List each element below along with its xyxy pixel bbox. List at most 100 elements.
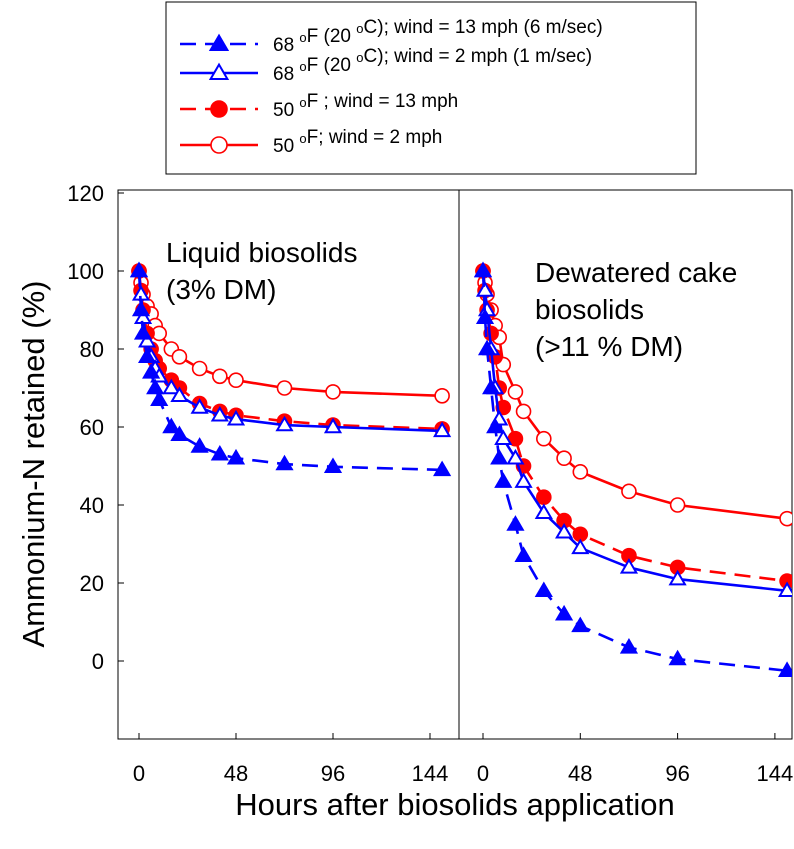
data-point: [506, 515, 525, 531]
legend-label: 68 oF (20 oC); wind = 2 mph (1 m/sec): [273, 46, 592, 85]
data-point: [228, 372, 244, 389]
legend: 68 oF (20 oC); wind = 13 mph (6 m/sec)68…: [165, 1, 697, 175]
data-point: [190, 398, 209, 414]
y-tick-label: 100: [67, 259, 104, 284]
data-point: [275, 454, 294, 471]
data-point: [137, 331, 157, 348]
data-point: [475, 281, 495, 297]
y-tick-label: 40: [80, 493, 104, 518]
panel-annotation-line: (>11 % DM): [535, 331, 683, 362]
legend-entry: 50 oF ; wind = 13 mph: [180, 91, 458, 121]
legend-label: 68 oF (20 oC); wind = 13 mph (6 m/sec): [273, 17, 603, 56]
data-point: [572, 464, 589, 480]
panel-annotation-line: Dewatered cake: [535, 257, 737, 288]
plot-area: [117, 189, 793, 740]
y-tick-label: 120: [67, 181, 104, 206]
data-point: [276, 380, 293, 396]
data-point: [162, 378, 181, 395]
legend-entry: 50 oF; wind = 2 mph: [180, 127, 442, 157]
y-axis: 120 100 80 60 40 20 0: [67, 181, 124, 674]
x-tick-label: 48: [568, 761, 592, 786]
data-point: [190, 437, 209, 453]
x-tick-label: 96: [665, 761, 689, 786]
data-point: [554, 604, 574, 621]
data-point: [133, 324, 153, 340]
data-point: [514, 472, 533, 488]
y-tick-label: 0: [92, 649, 104, 674]
data-point: [433, 421, 452, 438]
x-tick-label: 0: [477, 761, 489, 786]
data-point: [507, 384, 524, 400]
x-tick-label: 144: [757, 761, 794, 786]
data-point: [494, 429, 513, 445]
data-point: [171, 348, 188, 365]
x-tick-label: 96: [321, 761, 345, 786]
panel-annotation-line: Liquid biosolids: [166, 237, 357, 268]
data-point: [434, 387, 450, 404]
series: [473, 261, 792, 677]
data-point: [668, 649, 687, 666]
data-point: [486, 417, 505, 434]
x-tick-label: 0: [133, 761, 145, 786]
data-point: [506, 448, 525, 465]
right-panel-frame: [458, 189, 793, 740]
data-point: [515, 403, 532, 420]
data-point: [129, 261, 149, 278]
data-point: [226, 448, 246, 465]
data-point: [210, 444, 229, 461]
series: [129, 261, 452, 477]
data-point: [669, 497, 686, 513]
data-point: [131, 300, 151, 317]
data-point: [536, 489, 552, 506]
legend-label: 50 oF; wind = 2 mph: [273, 127, 442, 157]
panel-annotations: Liquid biosolids (3% DM) Dewatered cake bio…: [166, 237, 737, 362]
legend-triangle-marker: [208, 33, 230, 51]
data-point: [162, 417, 181, 434]
data-point: [137, 347, 157, 364]
data-point: [210, 405, 229, 422]
panel-annotation-line: biosolids: [535, 294, 644, 325]
legend-entry: 68 oF (20 oC); wind = 13 mph (6 m/sec): [180, 17, 603, 56]
y-tick-label: 20: [80, 571, 104, 596]
data-point: [554, 522, 574, 539]
data-point: [170, 386, 189, 403]
data-point: [323, 457, 343, 474]
data-point: [475, 308, 495, 325]
data-point: [571, 616, 590, 633]
data-point: [490, 448, 509, 465]
data-point: [777, 661, 792, 677]
data-point: [146, 378, 165, 395]
data-point: [170, 425, 189, 442]
data-point: [779, 510, 792, 527]
series-layer: [129, 261, 792, 677]
y-tick-label: 80: [80, 337, 104, 362]
x-tick-label: 144: [412, 761, 449, 786]
data-point: [473, 261, 493, 278]
data-point: [621, 483, 637, 500]
data-point: [668, 569, 687, 586]
legend-circle-marker: [210, 136, 228, 154]
data-point: [325, 384, 341, 400]
panel-annotation-line: (3% DM): [166, 274, 276, 305]
data-point: [191, 360, 208, 377]
data-point: [534, 503, 553, 520]
data-point: [212, 368, 228, 385]
data-point: [142, 363, 161, 379]
legend-triangle-marker: [208, 62, 230, 80]
data-point: [536, 430, 552, 447]
legend-label: 50 oF ; wind = 13 mph: [273, 91, 458, 121]
legend-entry: 68 oF (20 oC); wind = 2 mph (1 m/sec): [180, 46, 592, 85]
y-axis-title: Ammonium-N retained (%): [16, 281, 51, 648]
x-tick-label: 48: [224, 761, 248, 786]
data-point: [619, 558, 639, 574]
data-point: [433, 460, 452, 477]
panel-series-left: [129, 261, 452, 477]
x-axis-title: Hours after biosolids application: [235, 787, 674, 822]
data-point: [323, 417, 343, 434]
data-point: [556, 450, 572, 467]
legend-circle-marker: [210, 100, 228, 118]
data-point: [150, 390, 169, 406]
data-point: [777, 581, 792, 598]
data-point: [226, 409, 246, 426]
